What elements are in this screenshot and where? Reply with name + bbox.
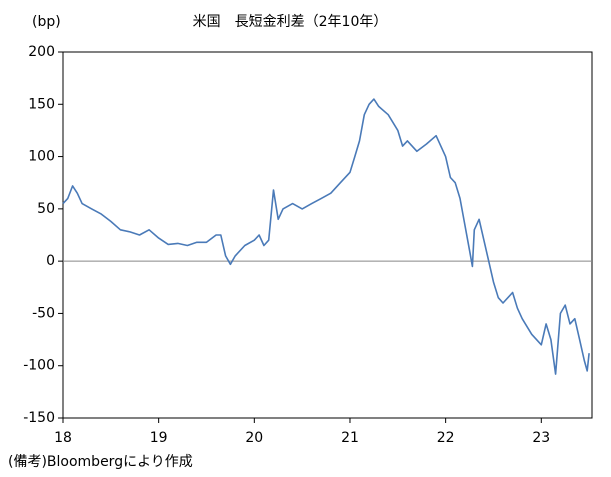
- chart-title: 米国 長短金利差（2年10年）: [193, 14, 388, 30]
- y-tick-label: -100: [23, 358, 55, 374]
- y-tick-label: 100: [28, 149, 55, 165]
- y-tick-label: 50: [37, 201, 55, 217]
- data-line: [62, 98, 590, 375]
- x-tick-label: 22: [437, 430, 455, 446]
- x-tick-label: 23: [532, 430, 550, 446]
- y-tick-label: 0: [46, 253, 55, 269]
- y-tick-label: 150: [28, 96, 55, 112]
- x-tick-label: 20: [245, 430, 263, 446]
- y-tick-label: -150: [23, 410, 55, 426]
- x-tick-label: 18: [54, 430, 72, 446]
- y-tick-label: -50: [32, 305, 55, 321]
- plot-frame: [62, 51, 593, 419]
- x-tick-label: 21: [341, 430, 359, 446]
- note: (備考)Bloombergにより作成: [8, 454, 193, 470]
- y-tick-label: 200: [28, 44, 55, 60]
- x-tick-label: 19: [150, 430, 168, 446]
- y-axis-label: (bp): [32, 14, 61, 30]
